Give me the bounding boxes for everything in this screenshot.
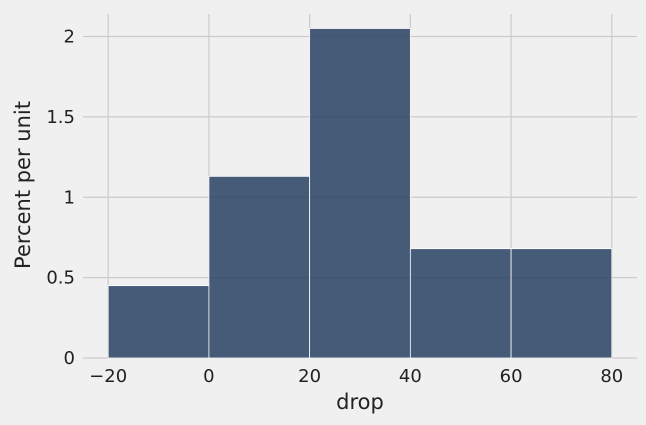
tick-layer: −20 0 20 40 60 80 0 0.5 1 1.5 2 [46, 27, 623, 387]
y-axis-label: Percent per unit [11, 101, 35, 269]
histogram-bar-4 [510, 248, 613, 359]
x-tick-label-2: 20 [298, 366, 321, 387]
bar-layer [107, 28, 613, 359]
y-tick-label-4: 2 [64, 27, 75, 48]
histogram-bar-2 [309, 28, 411, 359]
histogram-bar-1 [208, 175, 311, 359]
x-tick-label-0: −20 [89, 366, 127, 387]
x-tick-label-4: 60 [500, 366, 523, 387]
x-axis-label: drop [336, 390, 384, 414]
y-tick-label-2: 1 [64, 187, 75, 208]
histogram-bar-0 [107, 285, 210, 359]
x-tick-label-3: 40 [399, 366, 422, 387]
x-tick-label-1: 0 [203, 366, 214, 387]
y-tick-label-3: 1.5 [46, 107, 75, 128]
histogram-bar-3 [409, 248, 512, 359]
y-tick-label-0: 0 [64, 348, 75, 369]
x-tick-label-5: 80 [600, 366, 623, 387]
y-tick-label-1: 0.5 [46, 268, 75, 289]
